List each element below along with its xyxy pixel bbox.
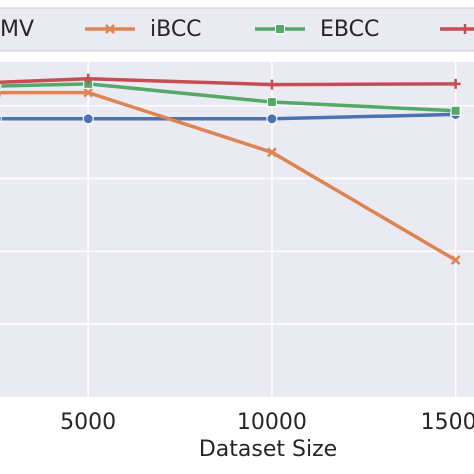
- legend: [0, 7, 474, 52]
- x-tick-label: 10000: [237, 410, 307, 435]
- marker: [83, 73, 94, 84]
- marker: [105, 24, 115, 34]
- marker: [0, 81, 2, 92]
- marker: [450, 255, 461, 265]
- series-line: [0, 90, 457, 262]
- series-line: [0, 77, 456, 87]
- marker: [450, 105, 461, 116]
- marker: [267, 147, 277, 158]
- marker: [266, 113, 278, 125]
- legend-label: EBCC: [320, 17, 379, 42]
- series-line: [0, 112, 456, 121]
- x-axis-label: Dataset Size: [199, 437, 337, 462]
- marker: [275, 24, 285, 34]
- marker: [460, 24, 470, 34]
- marker: [266, 97, 277, 108]
- x-tick-label: 5000: [60, 410, 116, 435]
- marker: [82, 113, 94, 125]
- marker: [266, 79, 277, 90]
- series-line: [0, 82, 456, 113]
- legend-label: iBCC: [150, 17, 202, 42]
- marker: [83, 87, 94, 98]
- marker: [0, 114, 2, 123]
- legend-label: MV: [0, 17, 34, 42]
- marker: [450, 78, 461, 89]
- x-tick-label: 15000: [421, 410, 474, 435]
